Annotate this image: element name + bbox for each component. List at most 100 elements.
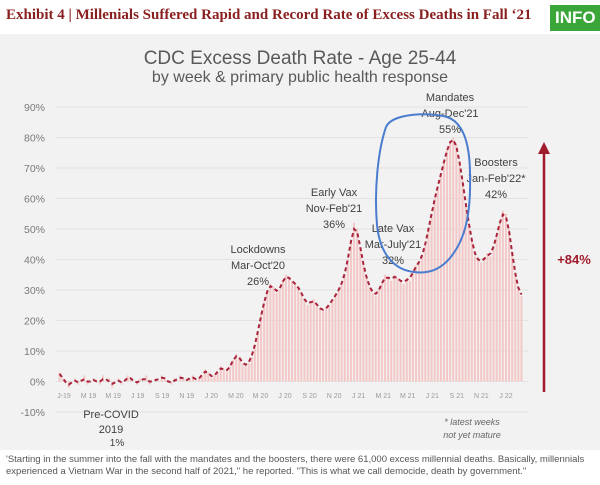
x-tick-label: M 20 <box>253 393 269 400</box>
bar <box>433 198 436 382</box>
annotation-mandates: Mandates <box>426 92 475 104</box>
bar <box>322 311 325 382</box>
bar <box>489 256 492 382</box>
bar <box>98 381 101 385</box>
bar <box>504 213 507 382</box>
x-tick-label: S 21 <box>450 393 465 400</box>
bar <box>452 137 455 382</box>
x-tick-label: N 20 <box>327 393 342 400</box>
bar <box>492 247 495 382</box>
bar <box>415 265 418 382</box>
bar <box>129 378 132 382</box>
site-logo[interactable]: INFO <box>550 5 600 31</box>
y-tick-label: 40% <box>24 255 45 267</box>
bar <box>253 344 256 382</box>
x-tick-label: J 19 <box>131 393 144 400</box>
bar <box>219 366 222 382</box>
bar <box>269 283 272 382</box>
bar <box>232 360 235 382</box>
bar <box>430 213 433 382</box>
bar <box>387 277 390 382</box>
bar <box>306 305 309 382</box>
bar <box>356 229 359 382</box>
bar <box>349 241 352 382</box>
bar <box>380 283 383 382</box>
x-tick-label: J-19 <box>57 393 71 400</box>
bar <box>411 271 414 382</box>
bar <box>238 357 241 382</box>
bar <box>353 222 356 382</box>
bar <box>421 256 424 382</box>
annotation-boosters-value: 42% <box>485 189 507 201</box>
x-tick-label: N 21 <box>474 393 489 400</box>
bar <box>483 259 486 382</box>
bar <box>449 140 452 382</box>
trend-line <box>58 138 523 386</box>
bar <box>275 293 278 382</box>
y-tick-label: -10% <box>20 407 45 419</box>
bar <box>58 372 61 382</box>
bar <box>260 314 263 382</box>
bar <box>396 277 399 382</box>
bar <box>300 293 303 382</box>
y-tick-label: 10% <box>24 346 45 358</box>
bar <box>201 375 204 382</box>
y-tick-label: 60% <box>24 194 45 206</box>
bar <box>501 210 504 382</box>
annotation-mandates-dates: Aug-Dec'21 <box>421 108 478 120</box>
bar <box>247 363 250 382</box>
bar <box>182 378 185 382</box>
bar <box>461 180 464 382</box>
bar <box>278 290 281 382</box>
bar <box>442 161 445 382</box>
bar <box>325 308 328 382</box>
annotation-precovid-year: 2019 <box>99 424 123 436</box>
bar <box>418 262 421 382</box>
bar <box>439 174 442 382</box>
bar <box>508 229 511 382</box>
y-tick-label: 90% <box>24 102 45 114</box>
annotation-early-vax: Early Vax <box>311 187 358 199</box>
bar <box>498 222 501 382</box>
bar <box>210 378 213 382</box>
bar <box>467 222 470 382</box>
bar <box>473 256 476 382</box>
bar <box>241 363 244 382</box>
bar <box>424 244 427 382</box>
x-tick-label: M 21 <box>375 393 391 400</box>
bar <box>402 283 405 382</box>
bar <box>393 274 396 382</box>
bar <box>399 280 402 382</box>
y-tick-label: 80% <box>24 133 45 145</box>
bar <box>464 204 467 382</box>
bar <box>455 143 458 382</box>
x-tick-label: J 20 <box>278 393 291 400</box>
bar <box>291 280 294 382</box>
bar <box>315 305 318 382</box>
bar <box>390 280 393 382</box>
y-tick-label: 70% <box>24 163 45 175</box>
annotation-lockdowns-value: 26% <box>247 276 269 288</box>
bar <box>244 366 247 382</box>
bar <box>235 354 238 382</box>
excess-death-chart: -10% 0% 10% 20% 30% 40% 50% 60% 70% 80% 90% J-19 M 1… <box>20 92 591 449</box>
y-tick-label: 20% <box>24 316 45 328</box>
annotation-lockdowns: Lockdowns <box>230 244 286 256</box>
bar <box>77 381 80 385</box>
bar <box>368 286 371 382</box>
bar <box>148 381 151 385</box>
bar <box>61 378 64 382</box>
x-tick-label: J 21 <box>352 393 365 400</box>
bar <box>359 247 362 382</box>
annotation-precovid-value: 1% <box>110 438 125 449</box>
bar <box>318 308 321 382</box>
annotation-late-vax-dates: Mar-July'21 <box>365 239 422 251</box>
bar <box>108 378 111 382</box>
highlight-circle <box>375 113 472 274</box>
bar <box>303 299 306 382</box>
footnote-latest-weeks: * latest weeks <box>444 417 500 427</box>
x-tick-label: S 19 <box>155 393 170 400</box>
bar <box>204 369 207 382</box>
bar <box>436 186 439 382</box>
bar <box>520 296 523 382</box>
